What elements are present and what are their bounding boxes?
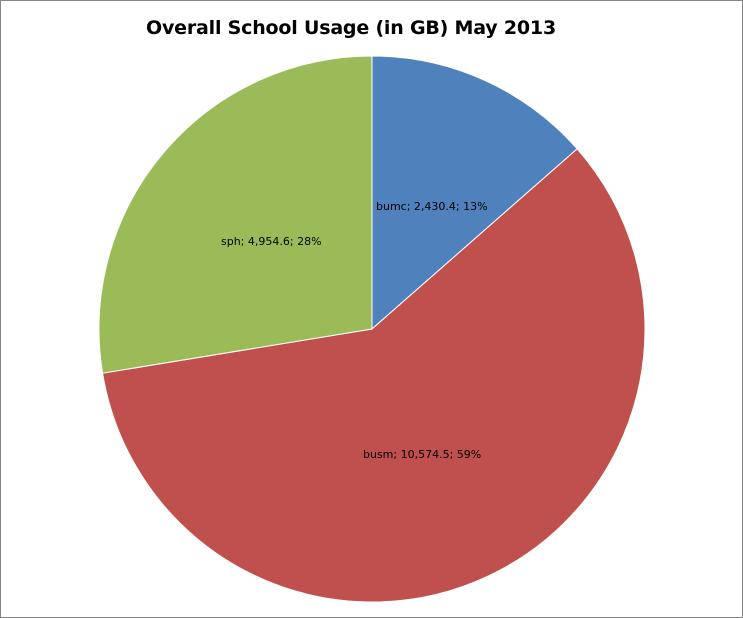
- pie-slice-sph: [98, 55, 373, 374]
- chart-title: Overall School Usage (in GB) May 2013: [146, 17, 556, 39]
- pie-slice-busm: [102, 148, 646, 603]
- data-label-busm: busm; 10,574.5; 59%: [363, 448, 481, 461]
- pie-slice-bumc: [371, 55, 578, 331]
- pie-slices: [98, 55, 646, 603]
- data-label-sph: sph; 4,954.6; 28%: [221, 235, 322, 248]
- data-label-bumc: bumc; 2,430.4; 13%: [376, 200, 488, 213]
- slice-labels: bumc; 2,430.4; 13% busm; 10,574.5; 59% sph…: [221, 200, 488, 461]
